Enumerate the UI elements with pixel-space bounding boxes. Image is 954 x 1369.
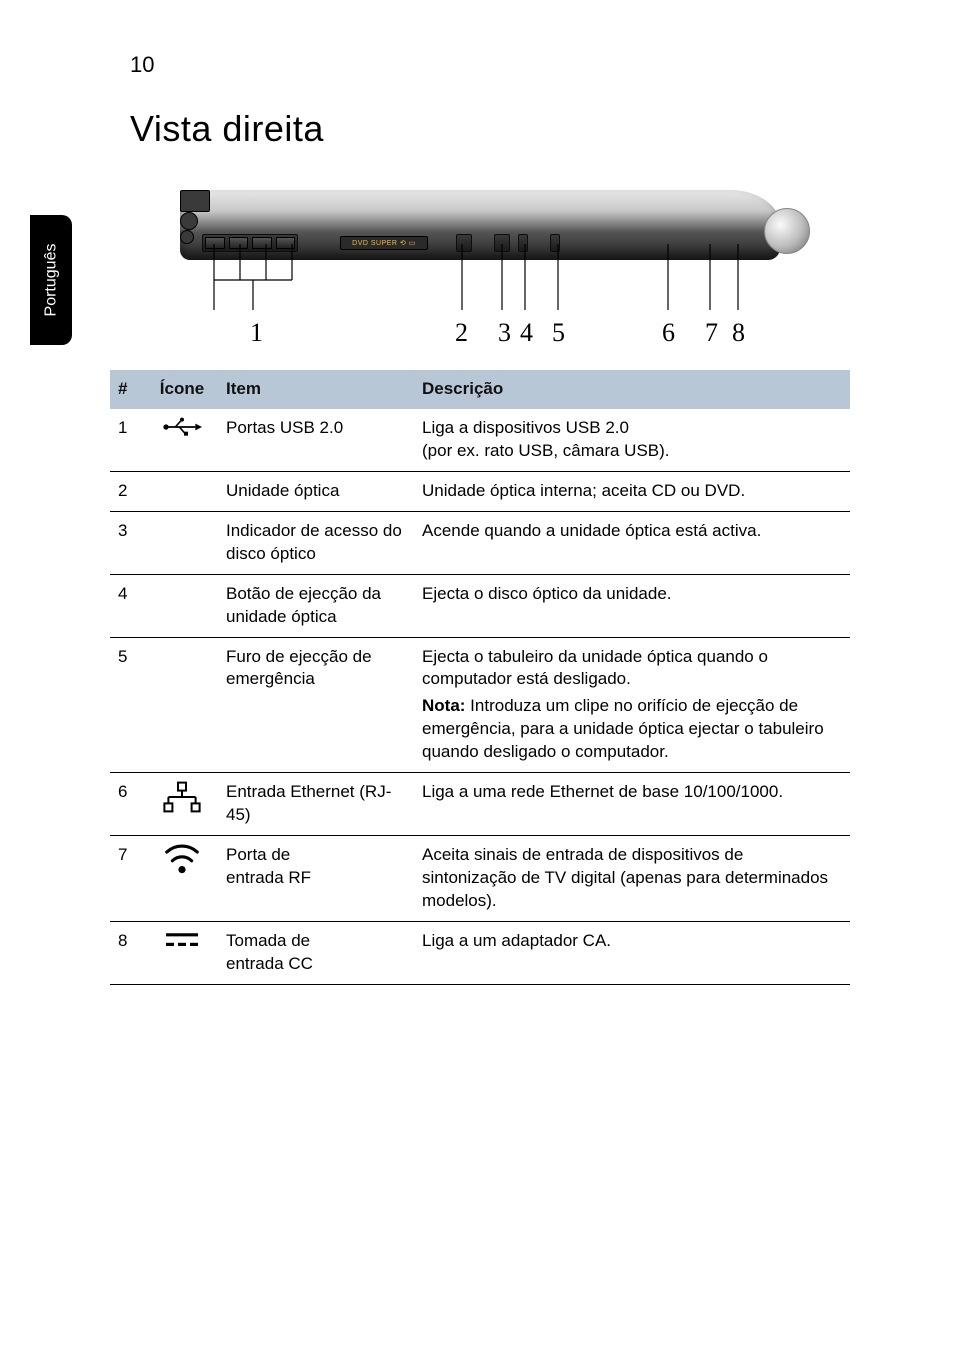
callout-number: 6 bbox=[662, 318, 675, 348]
callout-number: 1 bbox=[250, 318, 263, 348]
table-header-item: Item bbox=[218, 370, 414, 409]
row-item: Unidade óptica bbox=[218, 472, 414, 511]
row-description: Liga a dispositivos USB 2.0 (por ex. rat… bbox=[414, 409, 850, 471]
row-item: Indicador de acesso do disco óptico bbox=[218, 512, 414, 574]
row-icon-cell bbox=[146, 773, 218, 823]
table-row: 4 Botão de ejecção da unidade ópticaEject… bbox=[110, 575, 850, 638]
row-number: 6 bbox=[110, 773, 146, 812]
table-header-icon: Ícone bbox=[146, 370, 218, 409]
row-number: 8 bbox=[110, 922, 146, 961]
table-row: 1 Portas USB 2.0Liga a dispositivos USB … bbox=[110, 409, 850, 472]
row-number: 5 bbox=[110, 638, 146, 677]
table-row: 2 Unidade ópticaUnidade óptica interna; a… bbox=[110, 472, 850, 512]
row-description: Liga a uma rede Ethernet de base 10/100/… bbox=[414, 773, 850, 812]
row-icon-cell bbox=[146, 638, 218, 654]
callout-number: 8 bbox=[732, 318, 745, 348]
row-item: Porta de entrada RF bbox=[218, 836, 414, 898]
row-item: Tomada de entrada CC bbox=[218, 922, 414, 984]
dc-power-icon bbox=[162, 930, 202, 949]
language-side-tab-label: Português bbox=[42, 244, 60, 317]
row-item: Furo de ejecção de emergência bbox=[218, 638, 414, 700]
table-row: 7 Porta de entrada RFAceita sinais de en… bbox=[110, 836, 850, 922]
ethernet-port-icon bbox=[180, 190, 210, 212]
row-item: Entrada Ethernet (RJ-45) bbox=[218, 773, 414, 835]
row-description: Unidade óptica interna; aceita CD ou DVD… bbox=[414, 472, 850, 511]
optical-drive-label-icon: DVD SUPER ⟲ ▭ bbox=[340, 236, 428, 250]
table-row: 8 Tomada de entrada CCLiga a um adaptado… bbox=[110, 922, 850, 985]
callout-number: 3 bbox=[498, 318, 511, 348]
row-icon-cell bbox=[146, 922, 218, 957]
row-icon-cell bbox=[146, 836, 218, 884]
table-row: 3 Indicador de acesso do disco ópticoAcen… bbox=[110, 512, 850, 575]
ports-table: # Ícone Item Descrição 1 Portas USB 2.0L… bbox=[110, 370, 850, 985]
callout-numbers: 1 2345 678 bbox=[180, 318, 820, 348]
laptop-side-body: DVD SUPER ⟲ ▭ bbox=[180, 190, 780, 260]
row-number: 1 bbox=[110, 409, 146, 448]
rf-signal-icon bbox=[162, 844, 202, 876]
page-number: 10 bbox=[130, 52, 154, 78]
ethernet-icon bbox=[162, 781, 202, 815]
right-view-diagram: DVD SUPER ⟲ ▭ 1 2345 678 bbox=[180, 180, 820, 350]
table-header-desc: Descrição bbox=[414, 370, 850, 409]
row-item: Botão de ejecção da unidade óptica bbox=[218, 575, 414, 637]
row-icon-cell bbox=[146, 512, 218, 528]
dc-port-icon bbox=[180, 230, 194, 244]
callout-number: 7 bbox=[705, 318, 718, 348]
table-row: 5 Furo de ejecção de emergênciaEjecta o t… bbox=[110, 638, 850, 774]
rf-port-icon bbox=[180, 212, 198, 230]
row-icon-cell bbox=[146, 472, 218, 488]
table-header-num: # bbox=[110, 370, 146, 409]
row-description: Liga a um adaptador CA. bbox=[414, 922, 850, 961]
row-number: 2 bbox=[110, 472, 146, 511]
callout-number: 5 bbox=[552, 318, 565, 348]
row-description: Ejecta o tabuleiro da unidade óptica qua… bbox=[414, 638, 850, 773]
port-icon bbox=[456, 234, 472, 252]
callout-number: 4 bbox=[520, 318, 533, 348]
port-icon bbox=[518, 234, 528, 252]
row-number: 4 bbox=[110, 575, 146, 614]
row-description: Ejecta o disco óptico da unidade. bbox=[414, 575, 850, 614]
callout-number: 2 bbox=[455, 318, 468, 348]
language-side-tab: Português bbox=[30, 215, 72, 345]
page-title: Vista direita bbox=[130, 108, 324, 150]
hinge-icon bbox=[764, 208, 810, 254]
port-icon bbox=[550, 234, 560, 252]
port-icon bbox=[494, 234, 510, 252]
table-row: 6 Entrada Ethernet (RJ-45)Liga a uma red… bbox=[110, 773, 850, 836]
usb-icon bbox=[162, 417, 202, 437]
row-icon-cell bbox=[146, 409, 218, 445]
row-description: Aceita sinais de entrada de dispositivos… bbox=[414, 836, 850, 921]
row-item: Portas USB 2.0 bbox=[218, 409, 414, 448]
row-number: 3 bbox=[110, 512, 146, 551]
usb-ports-icon bbox=[202, 234, 298, 252]
row-number: 7 bbox=[110, 836, 146, 875]
row-description: Acende quando a unidade óptica está acti… bbox=[414, 512, 850, 551]
table-header-row: # Ícone Item Descrição bbox=[110, 370, 850, 409]
row-icon-cell bbox=[146, 575, 218, 591]
